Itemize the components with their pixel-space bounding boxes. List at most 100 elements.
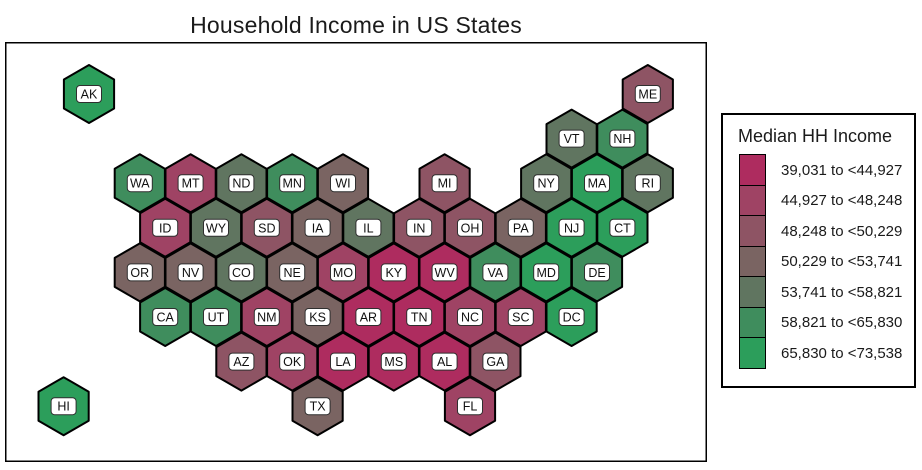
state-label-GA: GA: [486, 355, 505, 369]
state-label-box-AK: [76, 85, 102, 103]
state-label-KS: KS: [309, 311, 326, 325]
state-label-IA: IA: [312, 221, 324, 235]
legend-row-4: 50,229 to <53,741: [723, 245, 914, 278]
legend-swatch-5: [739, 276, 766, 308]
state-label-box-OH: [457, 218, 483, 237]
state-AZ: AZ: [215, 331, 268, 392]
state-label-box-KS: [304, 308, 331, 326]
state-label-box-RI: [634, 174, 661, 193]
state-label-IN: IN: [413, 221, 426, 235]
state-label-box-SD: [253, 218, 280, 237]
state-VA: VA: [469, 242, 522, 303]
state-label-HI: HI: [57, 400, 70, 414]
state-label-ME: ME: [638, 88, 657, 102]
state-label-box-MI: [431, 174, 458, 193]
state-KY: KY: [367, 242, 420, 303]
legend-swatch-7: [739, 337, 766, 369]
state-label-box-NE: [279, 263, 306, 282]
legend-label-1: 39,031 to <44,927: [781, 161, 903, 179]
state-label-AR: AR: [360, 311, 377, 325]
state-label-NM: NM: [257, 311, 276, 325]
state-label-MN: MN: [282, 177, 301, 191]
state-MD: MD: [520, 242, 573, 303]
state-label-box-DC: [558, 308, 585, 326]
state-label-box-OR: [126, 263, 153, 282]
state-GA: GA: [469, 331, 522, 392]
state-NY: NY: [520, 153, 573, 214]
state-CA: CA: [139, 287, 192, 347]
state-label-box-NM: [253, 308, 280, 326]
state-label-box-NH: [609, 129, 636, 148]
state-LA: LA: [316, 331, 370, 392]
state-ID: ID: [139, 197, 192, 258]
state-label-box-UT: [203, 308, 229, 326]
state-label-LA: LA: [335, 355, 351, 369]
state-AL: AL: [418, 331, 471, 392]
state-label-box-CT: [609, 218, 636, 237]
state-label-OH: OH: [461, 221, 480, 235]
state-label-box-MN: [279, 174, 306, 193]
state-label-box-NV: [177, 263, 204, 282]
state-label-MT: MT: [182, 177, 200, 191]
state-label-box-CO: [228, 263, 255, 282]
legend-label-2: 44,927 to <48,248: [781, 192, 903, 209]
state-label-TN: TN: [411, 311, 428, 325]
state-label-box-WI: [330, 174, 356, 193]
state-label-NJ: NJ: [564, 221, 579, 235]
legend-row-6: 58,821 to <65,830: [723, 306, 914, 339]
state-label-box-IA: [304, 218, 331, 237]
state-label-box-WV: [431, 263, 458, 282]
state-label-box-SC: [507, 308, 534, 326]
state-label-box-ID: [152, 218, 179, 237]
state-label-box-AZ: [228, 352, 255, 371]
state-label-box-NJ: [558, 218, 585, 237]
state-OH: OH: [443, 197, 497, 258]
state-label-box-CA: [152, 308, 179, 326]
state-label-box-AR: [355, 308, 382, 326]
legend-row-7: 65,830 to <73,538: [723, 337, 914, 369]
state-label-WA: WA: [130, 177, 150, 191]
state-MN: MN: [266, 153, 319, 214]
state-label-IL: IL: [363, 221, 373, 235]
state-label-box-NC: [457, 308, 483, 326]
state-label-box-GA: [482, 352, 509, 371]
state-WY: WY: [189, 197, 243, 258]
state-IL: IL: [342, 197, 395, 258]
state-label-FL: FL: [463, 400, 478, 414]
state-label-WY: WY: [206, 221, 227, 235]
state-label-NH: NH: [613, 132, 631, 146]
state-label-WV: WV: [435, 266, 456, 280]
state-label-CO: CO: [232, 266, 251, 280]
state-DC: DC: [545, 287, 598, 347]
state-CO: CO: [215, 242, 268, 303]
state-label-box-ME: [634, 85, 661, 103]
state-CT: CT: [596, 197, 649, 258]
state-label-box-WY: [203, 218, 229, 237]
legend-row-3: 48,248 to <50,229: [723, 215, 914, 247]
state-SC: SC: [494, 287, 547, 347]
chart-title: Household Income in US States: [190, 12, 522, 38]
state-label-box-AL: [431, 352, 458, 371]
state-label-RI: RI: [642, 177, 655, 191]
state-NH: NH: [596, 108, 649, 169]
state-label-box-ND: [228, 174, 255, 193]
legend-swatch-1: [739, 154, 766, 186]
state-MI: MI: [418, 153, 471, 214]
state-NM: NM: [240, 287, 293, 347]
legend-rows: 39,031 to <44,927 44,927 to <48,248 48,248…: [723, 154, 914, 369]
legend-swatch-6: [739, 306, 766, 339]
state-MT: MT: [164, 153, 217, 214]
state-DE: DE: [570, 242, 624, 303]
legend-swatch-3: [739, 215, 766, 247]
state-label-box-WA: [126, 174, 153, 193]
state-label-MA: MA: [588, 177, 607, 191]
state-label-CA: CA: [157, 311, 175, 325]
state-VT: VT: [545, 108, 598, 169]
state-label-VA: VA: [488, 266, 504, 280]
state-label-OR: OR: [130, 266, 149, 280]
legend-label-6: 58,821 to <65,830: [781, 314, 903, 331]
legend-label-4: 50,229 to <53,741: [781, 253, 903, 270]
state-ME: ME: [621, 64, 674, 124]
state-label-box-PA: [507, 218, 534, 237]
